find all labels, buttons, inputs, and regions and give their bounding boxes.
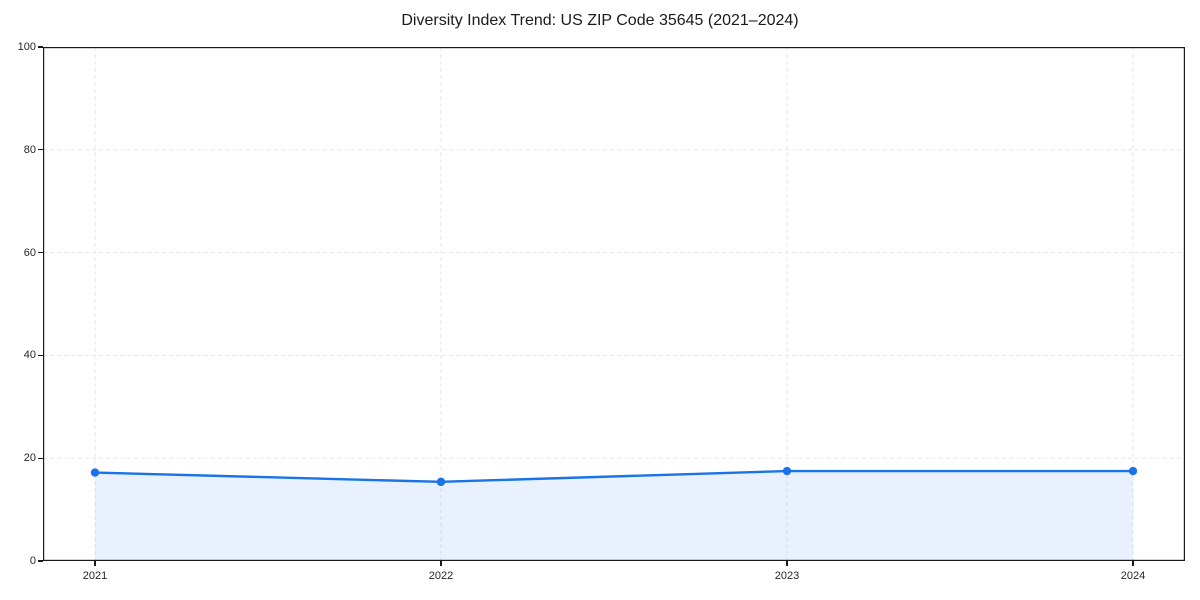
data-point-marker <box>436 477 446 487</box>
plot-area <box>43 47 1185 561</box>
x-tick-mark <box>1132 561 1134 566</box>
y-tick-label: 80 <box>23 143 36 156</box>
x-tick-label: 2023 <box>774 570 800 582</box>
x-tick-label: 2021 <box>82 570 108 582</box>
x-tick-mark <box>786 561 788 566</box>
y-tick-mark <box>38 457 43 459</box>
y-tick-mark <box>38 560 43 562</box>
x-tick-mark <box>440 561 442 566</box>
y-tick-label: 0 <box>29 555 36 567</box>
x-tick-label: 2024 <box>1120 570 1146 582</box>
y-tick-mark <box>38 149 43 151</box>
chart-title: Diversity Index Trend: US ZIP Code 35645… <box>401 12 799 29</box>
y-tick-label: 60 <box>23 246 36 259</box>
y-tick-label: 20 <box>23 452 36 465</box>
series-line <box>94 469 1133 484</box>
series-area-fill <box>95 471 1133 561</box>
data-point-marker <box>1128 466 1138 476</box>
plot-canvas <box>43 47 1185 561</box>
y-tick-mark <box>38 252 43 254</box>
data-point-marker <box>90 468 100 477</box>
y-tick-mark <box>38 354 43 356</box>
data-point-marker <box>782 466 792 476</box>
x-tick-mark <box>94 561 96 566</box>
y-tick-mark <box>38 46 43 48</box>
x-tick-label: 2022 <box>428 570 454 582</box>
y-tick-label: 40 <box>23 349 36 362</box>
y-tick-label: 100 <box>17 41 36 53</box>
plot-border <box>43 47 1185 561</box>
